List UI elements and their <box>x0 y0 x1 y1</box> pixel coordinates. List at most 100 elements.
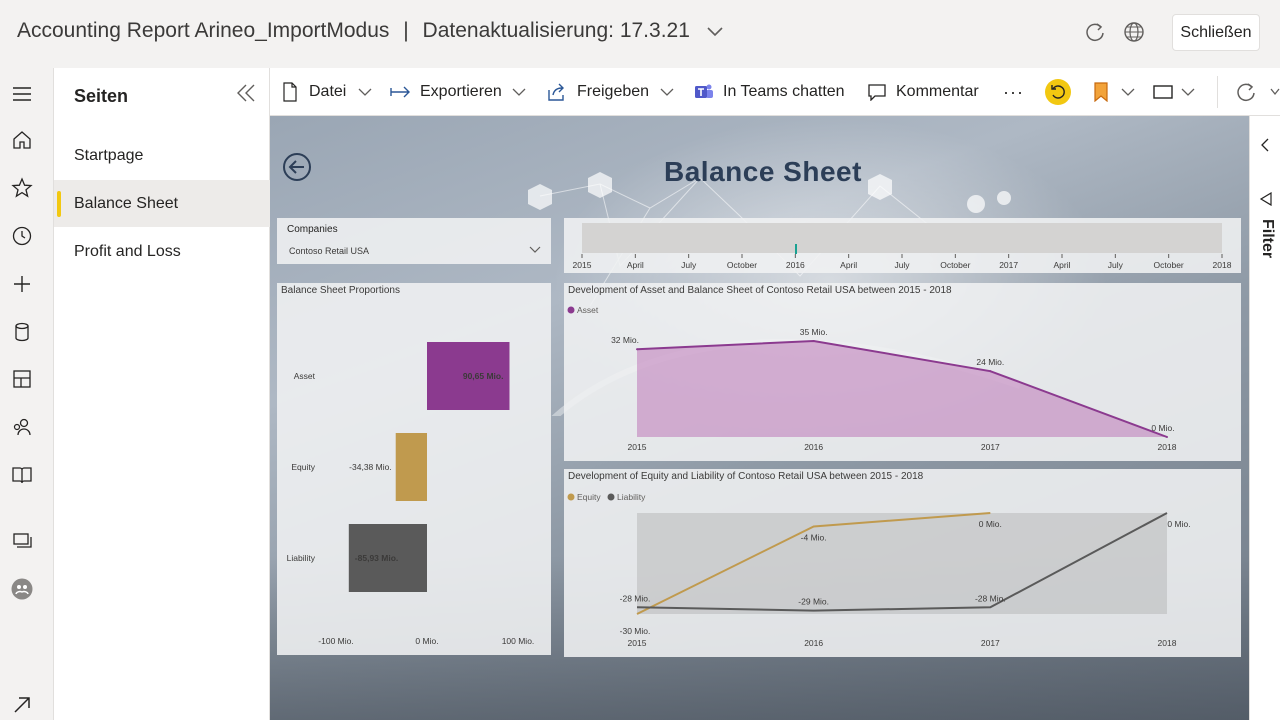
bookmarks-button[interactable] <box>1093 68 1135 116</box>
share-label: Freigeben <box>577 83 650 100</box>
data-point-asset <box>636 348 638 351</box>
teams-chat-button[interactable]: In Teams chatten <box>694 68 845 116</box>
timeline-tick-label: October <box>1154 260 1184 270</box>
date-timeline-slicer[interactable]: 2015 April July October 2016 April July October… <box>564 218 1241 273</box>
comment-label: Kommentar <box>896 83 979 100</box>
back-arrow-icon[interactable] <box>282 152 312 182</box>
timeline-tick-label: April <box>627 260 644 270</box>
bar-liability <box>348 524 427 592</box>
timeline-tick-label: April <box>840 260 857 270</box>
timeline-tick-label: October <box>940 260 970 270</box>
category-label: Equity <box>291 462 315 472</box>
chevron-left-icon[interactable] <box>1259 138 1271 152</box>
data-label: -28 Mio. <box>620 593 651 603</box>
balance-sheet-proportions-chart[interactable]: Balance Sheet Proportions Asset 90,65 Mio… <box>277 283 551 655</box>
equity-liability-development-chart[interactable]: Development of Equity and Liability of C… <box>564 469 1241 657</box>
view-window-icon <box>1153 85 1173 99</box>
shared-people-icon[interactable] <box>11 416 33 438</box>
timeline-tick-label: April <box>1053 260 1070 270</box>
create-plus-icon[interactable] <box>11 273 33 295</box>
slicer-selected-value: Contoso Retail USA <box>289 246 370 256</box>
x-tick-label: 2017 <box>981 442 1000 452</box>
report-name: Accounting Report Arineo_ImportModus <box>17 19 390 42</box>
workspaces-icon[interactable] <box>11 530 33 552</box>
page-item-startpage[interactable]: Startpage <box>54 132 270 179</box>
legend-marker-equity <box>567 493 575 501</box>
page-item-balance-sheet[interactable]: Balance Sheet <box>54 180 270 227</box>
file-menu-button[interactable]: Datei <box>282 68 372 116</box>
timeline-track[interactable] <box>582 223 1222 253</box>
refresh-icon[interactable] <box>1084 21 1106 43</box>
line-chart-plot: Equity Liability -30 Mio. -4 Mio. 0 Mio. -28 … <box>567 492 1191 648</box>
legend-label-liability: Liability <box>617 492 646 502</box>
bookmark-icon <box>1094 82 1108 102</box>
data-label: 0 Mio. <box>1167 519 1190 529</box>
reset-undo-icon <box>1045 79 1071 105</box>
app-rail <box>0 68 54 720</box>
companies-slicer[interactable]: Companies Contoso Retail USA <box>277 218 551 264</box>
file-label: Datei <box>309 83 347 100</box>
recent-clock-icon[interactable] <box>11 225 33 247</box>
collapse-pane-icon[interactable] <box>234 82 258 104</box>
x-tick-label: 2016 <box>804 638 823 648</box>
x-tick-label: -100 Mio. <box>318 636 353 646</box>
learn-book-icon[interactable] <box>11 464 33 486</box>
bar-chart-plot: Asset 90,65 Mio. Equity -34,38 Mio. Liabilit… <box>287 342 534 646</box>
toolbar-overflow-chevron[interactable] <box>1270 68 1280 116</box>
data-label: 32 Mio. <box>611 335 639 345</box>
report-toolbar: Datei Exportieren Freigeben In Teams cha… <box>270 68 1280 116</box>
chevron-down-icon <box>1121 88 1135 96</box>
x-tick-label: 2015 <box>628 442 647 452</box>
toolbar-divider <box>1217 76 1218 108</box>
home-icon[interactable] <box>11 129 33 151</box>
title-bar: Accounting Report Arineo_ImportModus | D… <box>0 0 1280 68</box>
series-line-asset <box>636 339 1168 438</box>
timeline-handle[interactable] <box>795 244 797 254</box>
timeline-tick-label: 2016 <box>786 260 805 270</box>
chevron-down-icon <box>358 88 372 96</box>
legend-label-equity: Equity <box>577 492 601 502</box>
chevron-down-icon <box>1270 88 1280 96</box>
export-menu-button[interactable]: Exportieren <box>390 68 526 116</box>
timeline-tick-label: July <box>681 260 697 270</box>
view-button[interactable] <box>1153 68 1195 116</box>
reset-button[interactable] <box>1044 68 1072 116</box>
datasets-database-icon[interactable] <box>11 321 33 343</box>
apps-grid-icon[interactable] <box>11 368 33 390</box>
report-title[interactable]: Accounting Report Arineo_ImportModus | D… <box>17 19 690 43</box>
chevron-down-icon[interactable] <box>529 246 541 254</box>
refresh-icon <box>1237 83 1255 102</box>
refresh-visuals-button[interactable] <box>1235 68 1257 116</box>
share-menu-button[interactable]: Freigeben <box>547 68 674 116</box>
x-tick-label: 2018 <box>1158 638 1177 648</box>
slicer-label: Companies <box>287 224 338 235</box>
more-options-button[interactable]: ··· <box>1003 68 1024 116</box>
bar-asset <box>427 342 510 410</box>
page-item-profit-and-loss[interactable]: Profit and Loss <box>54 228 270 275</box>
asset-development-chart[interactable]: Development of Asset and Balance Sheet o… <box>564 283 1241 461</box>
data-label: 0 Mio. <box>1151 423 1174 433</box>
comment-icon <box>868 84 886 101</box>
x-tick-label: 2017 <box>981 638 1000 648</box>
close-button[interactable]: Schließen <box>1172 14 1260 51</box>
filter-pane-collapsed[interactable]: Filter <box>1249 116 1280 720</box>
page-item-label: Startpage <box>74 146 144 164</box>
expand-arrow-icon[interactable] <box>11 694 33 716</box>
teams-label: In Teams chatten <box>723 83 845 100</box>
workspace-avatar-icon[interactable] <box>11 578 33 600</box>
data-label: 24 Mio. <box>976 357 1004 367</box>
timeline-tick-label: July <box>1108 260 1124 270</box>
globe-icon[interactable] <box>1123 21 1145 43</box>
hamburger-menu-icon[interactable] <box>11 83 33 105</box>
report-page-title: Balance Sheet <box>664 156 862 187</box>
data-label: -34,38 Mio. <box>349 462 392 472</box>
comment-button[interactable]: Kommentar <box>867 68 979 116</box>
data-label: 0 Mio. <box>979 519 1002 529</box>
chevron-down-icon <box>1181 88 1195 96</box>
favorites-star-icon[interactable] <box>11 177 33 199</box>
filter-pane-label: Filter <box>1259 219 1276 259</box>
file-icon <box>283 82 297 102</box>
chevron-down-icon[interactable] <box>706 24 724 38</box>
data-label: 35 Mio. <box>800 327 828 337</box>
series-line-equity <box>636 512 991 615</box>
